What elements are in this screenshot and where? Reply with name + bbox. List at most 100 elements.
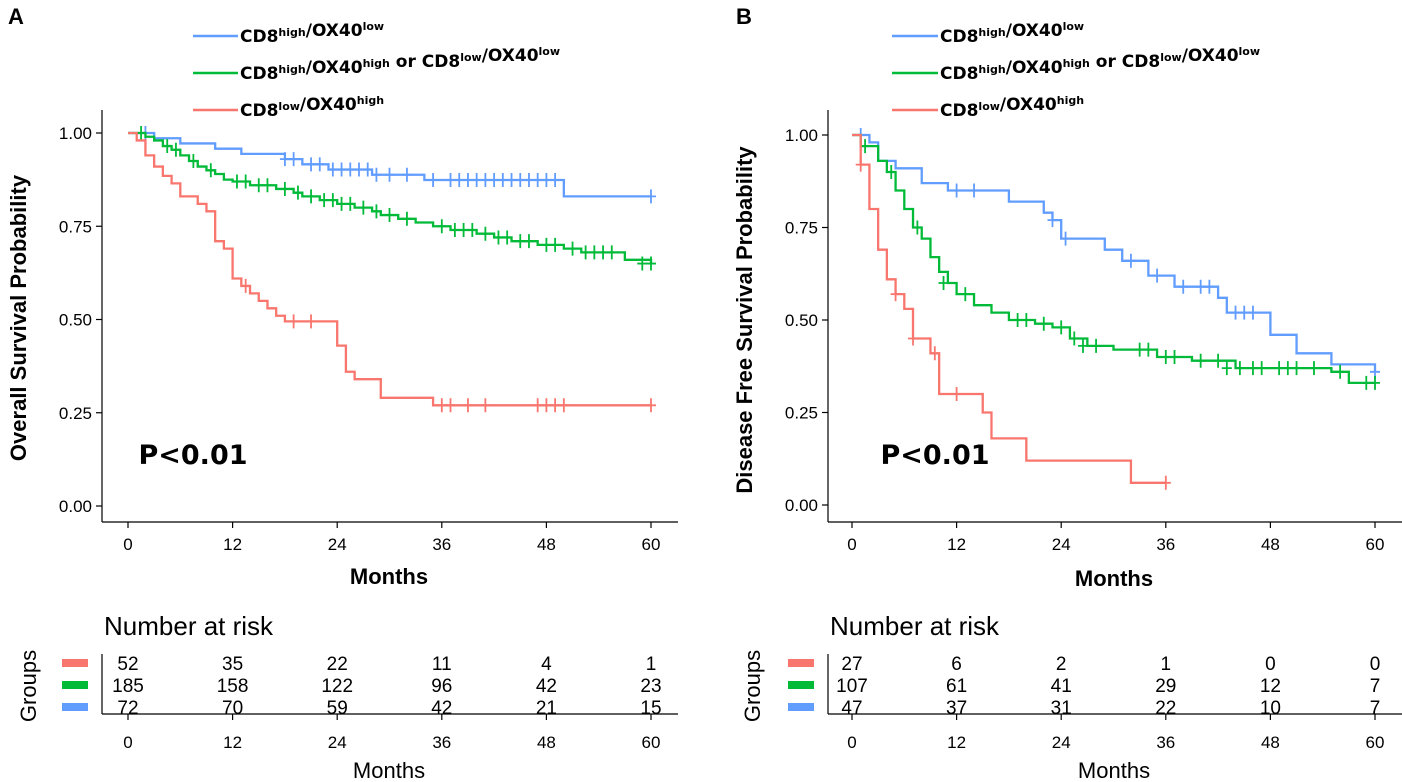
- censor-mark: [890, 287, 901, 302]
- risk-count: 52: [117, 654, 138, 675]
- censor-mark: [327, 162, 338, 177]
- censor-mark: [336, 196, 347, 211]
- censor-mark: [951, 183, 962, 198]
- censor-mark: [929, 346, 940, 361]
- censor-mark: [279, 181, 290, 196]
- panel-a-risk-x-title: Months: [353, 758, 425, 782]
- censor-mark: [1370, 375, 1380, 390]
- censor-mark: [480, 226, 491, 241]
- risk-x-tick-label: 0: [847, 733, 856, 752]
- censor-mark: [1291, 361, 1302, 376]
- censor-mark: [449, 222, 460, 237]
- censor-mark: [951, 387, 962, 401]
- censor-mark: [336, 162, 347, 177]
- censor-mark: [253, 178, 264, 193]
- risk-x-tick-label: 60: [1366, 733, 1385, 752]
- panel-a-p-value: P<0.01: [138, 440, 247, 471]
- x-tick-label: 48: [1261, 535, 1280, 554]
- km-curve-series-3: [128, 131, 651, 407]
- censor-mark: [1195, 279, 1206, 294]
- panel-a-groups-label: Groups: [16, 650, 41, 722]
- km-curve-series-1: [852, 133, 1377, 372]
- x-tick-label: 0: [847, 535, 856, 554]
- legend-label-3: CD8low/OX40high: [940, 94, 1084, 121]
- censor-mark: [1060, 231, 1071, 246]
- censor-mark: [1091, 338, 1102, 353]
- y-tick-label: 0.25: [785, 404, 818, 423]
- censor-mark: [1160, 350, 1171, 364]
- censor-mark: [345, 162, 356, 177]
- censor-mark: [1134, 342, 1145, 357]
- risk-count: 61: [946, 676, 967, 697]
- censor-mark: [589, 245, 600, 260]
- censor-mark: [231, 174, 242, 189]
- censor-mark: [646, 189, 656, 204]
- y-tick-label: 0.75: [59, 217, 92, 236]
- censor-mark: [502, 230, 513, 245]
- censor-mark: [506, 172, 517, 187]
- risk-count: 27: [841, 654, 862, 675]
- censor-mark: [1247, 305, 1258, 320]
- censor-mark: [467, 222, 478, 237]
- risk-count: 22: [1155, 698, 1176, 719]
- risk-count: 47: [841, 698, 862, 719]
- censor-mark: [1213, 353, 1224, 368]
- y-tick-label: 0.50: [785, 311, 818, 330]
- censor-mark: [1152, 268, 1163, 283]
- censor-mark: [1335, 364, 1346, 379]
- risk-count: 42: [536, 676, 557, 697]
- censor-mark: [436, 219, 447, 234]
- censor-mark: [279, 152, 290, 167]
- panel-b-y-axis-title: Disease Free Survival Probability: [732, 146, 757, 494]
- censor-mark: [162, 139, 173, 154]
- panel-a-x-axis-title: Months: [350, 564, 428, 589]
- censor-mark: [1056, 320, 1067, 335]
- censor-mark: [358, 200, 369, 215]
- censor-mark: [454, 172, 465, 187]
- censor-mark: [493, 230, 504, 245]
- censor-mark: [362, 162, 373, 177]
- km-curve-series-2: [852, 133, 1375, 385]
- legend-label-3: CD8low/OX40high: [240, 94, 384, 121]
- risk-x-tick-label: 0: [123, 733, 132, 752]
- censor-mark: [401, 211, 412, 226]
- censor-mark: [912, 220, 923, 235]
- x-tick-label: 60: [1366, 535, 1385, 554]
- panel-a-risk-title: Number at risk: [104, 611, 274, 641]
- censor-mark: [515, 234, 526, 249]
- censor-mark: [371, 167, 382, 182]
- censor-mark: [1069, 331, 1080, 346]
- censor-mark: [292, 185, 303, 200]
- risk-x-tick-label: 48: [537, 733, 556, 752]
- risk-count: 1: [1161, 654, 1172, 675]
- x-tick-label: 24: [328, 535, 347, 554]
- panel-a-plot: 0.00 0.25 0.50 0.75 1.00 0 12 24 36 48 60: [59, 110, 678, 554]
- y-tick-label: 1.00: [785, 126, 818, 145]
- censor-mark: [1038, 316, 1049, 331]
- censor-mark: [541, 237, 552, 252]
- censor-mark: [855, 157, 866, 172]
- risk-count: 12: [1260, 676, 1281, 697]
- censor-mark: [314, 157, 325, 172]
- risk-count: 4: [541, 654, 552, 675]
- censor-mark: [606, 245, 617, 260]
- censor-mark: [1143, 342, 1154, 357]
- censor-mark: [353, 162, 364, 177]
- censor-mark: [240, 278, 251, 293]
- censor-mark: [646, 256, 656, 271]
- y-tick-label: 0.00: [785, 496, 818, 515]
- risk-count: 42: [431, 698, 452, 719]
- censor-mark: [240, 174, 251, 189]
- censor-mark: [1256, 361, 1267, 376]
- censor-mark: [1282, 361, 1293, 376]
- risk-count: 0: [1265, 654, 1276, 675]
- censor-mark: [306, 314, 317, 329]
- risk-count: 107: [836, 676, 868, 697]
- censor-mark: [401, 167, 412, 182]
- risk-count: 185: [112, 676, 144, 697]
- legend-label-1: CD8high/OX40low: [940, 20, 1084, 47]
